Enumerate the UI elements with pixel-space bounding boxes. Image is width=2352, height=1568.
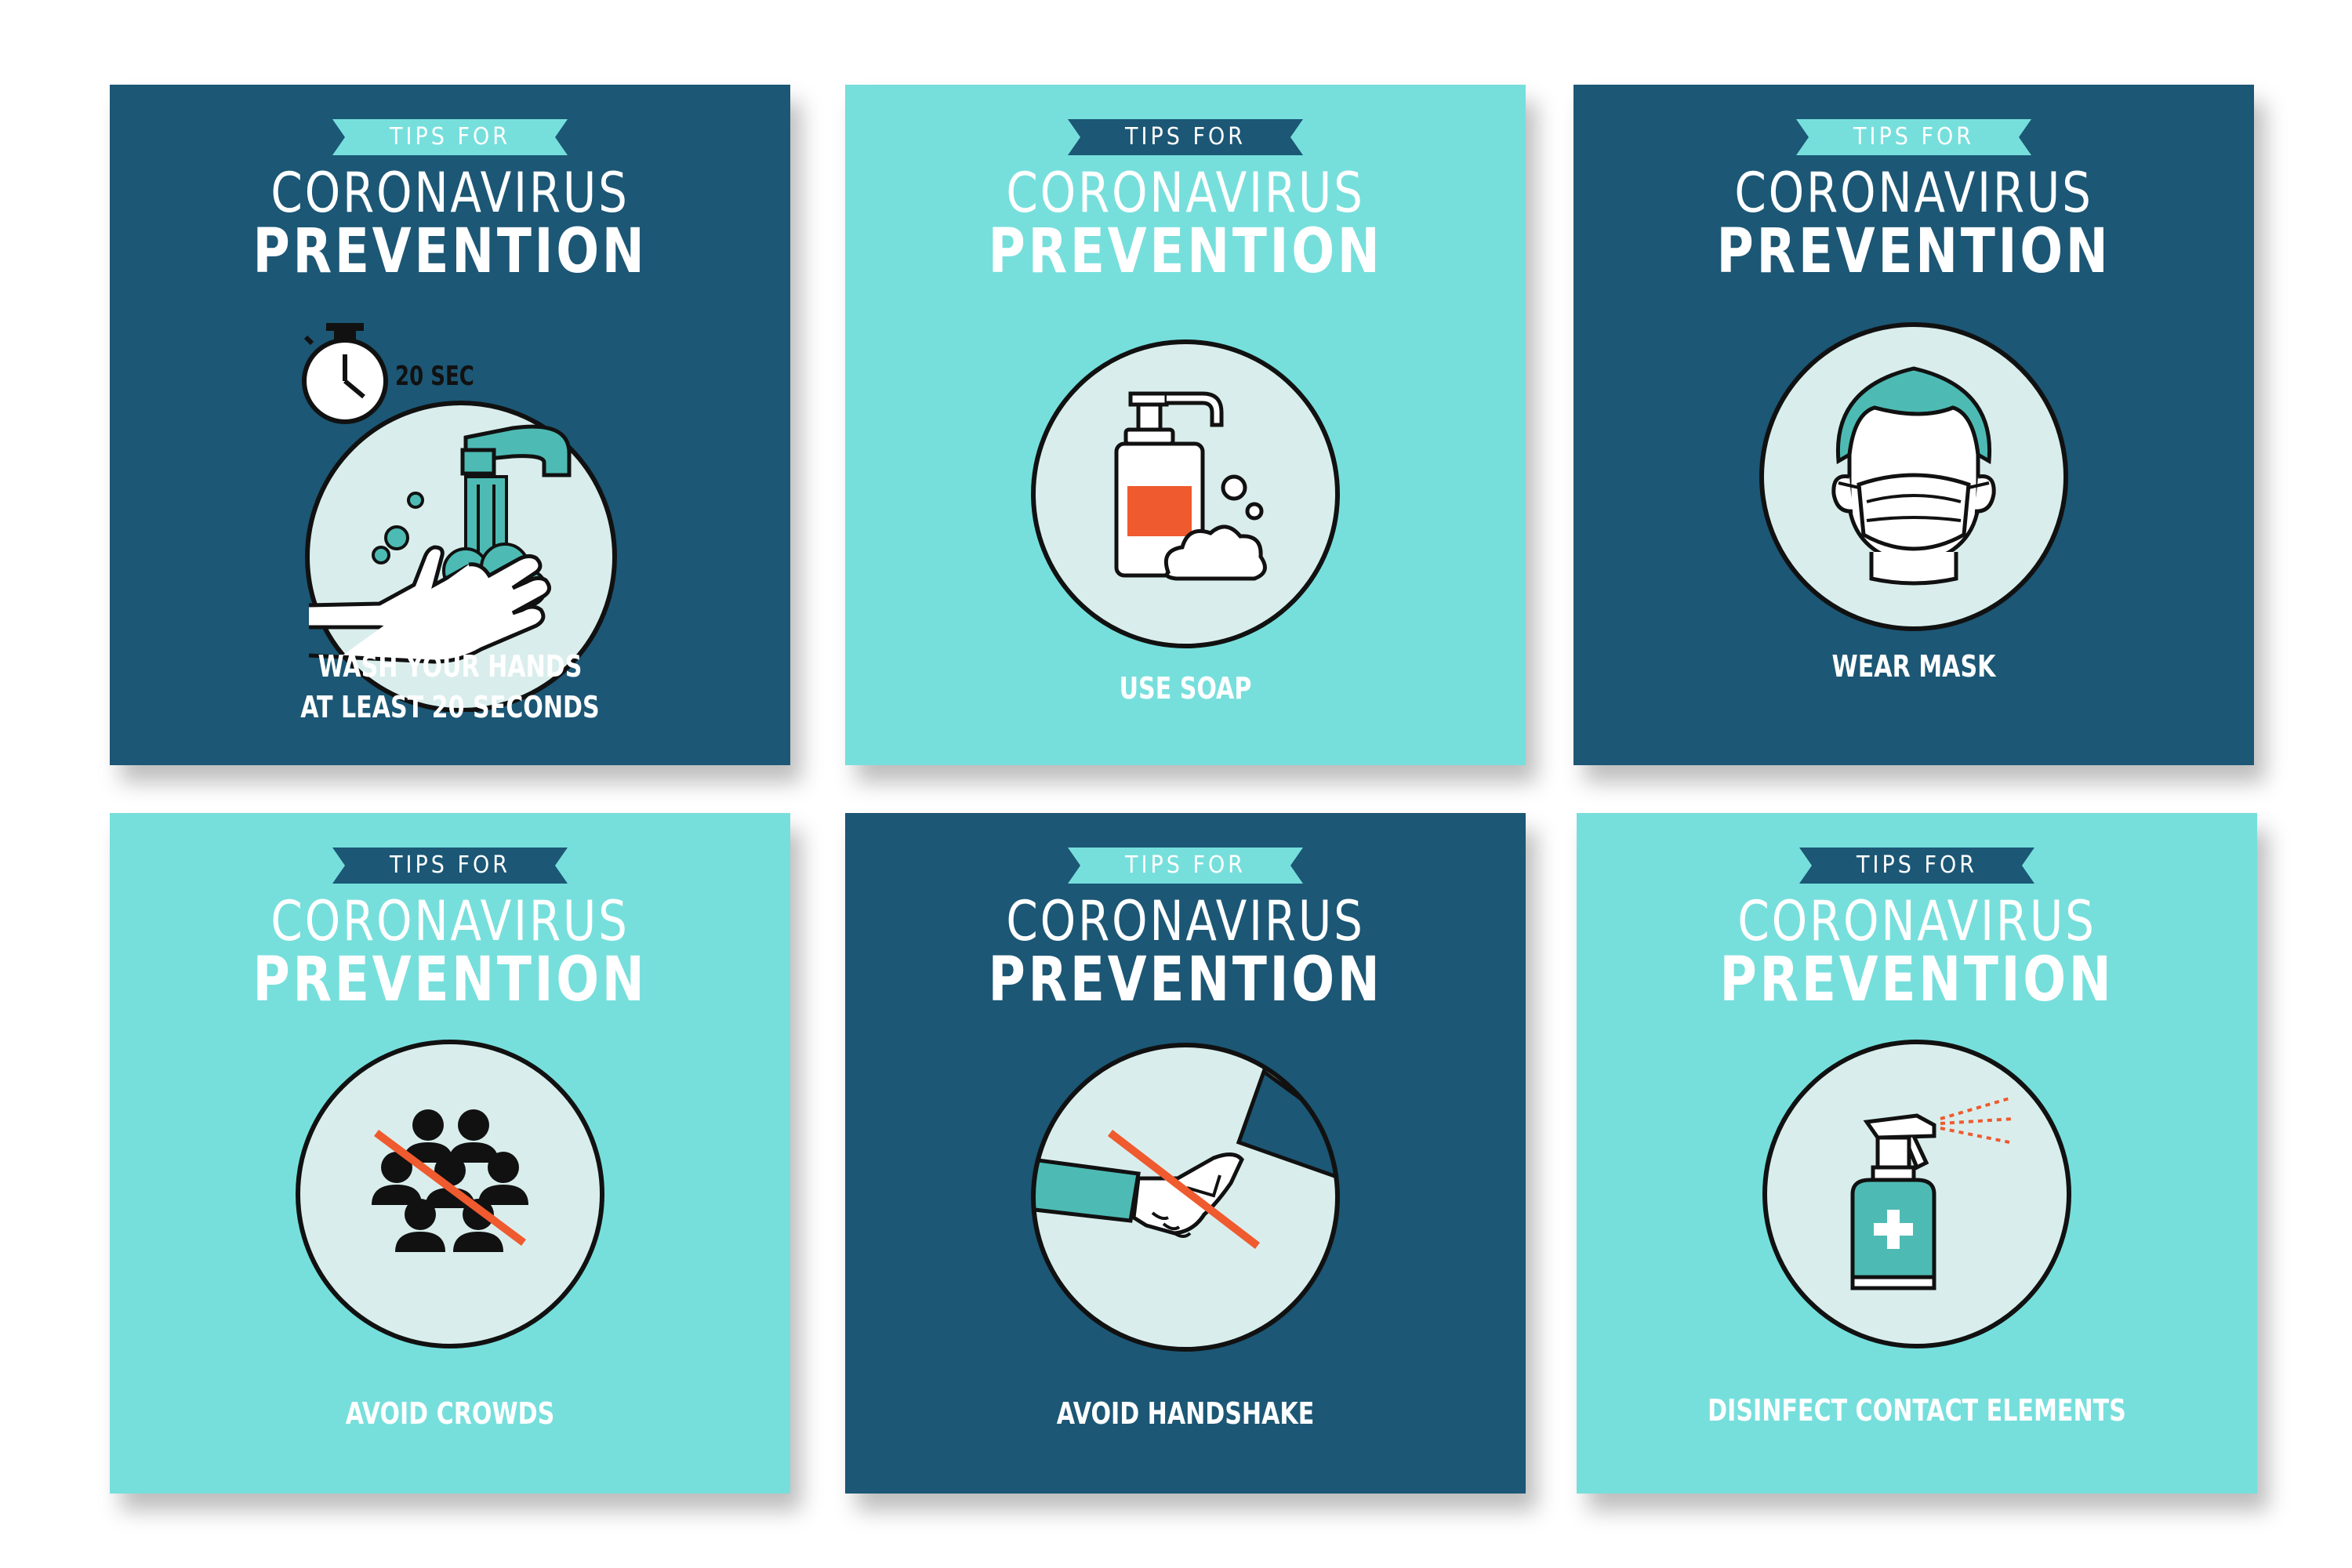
ribbon-tips-for: TIPS FOR [1068, 119, 1303, 155]
caption-line-1: WASH YOUR HANDS [318, 649, 583, 684]
title-prevention: PREVENTION [252, 216, 648, 287]
title-coronavirus: CORONAVIRUS [1006, 889, 1365, 953]
caption-line-1: AVOID HANDSHAKE [1056, 1396, 1315, 1431]
title-prevention: PREVENTION [252, 945, 648, 1015]
title-coronavirus: CORONAVIRUS [1006, 161, 1365, 225]
ribbon-tips-for: TIPS FOR [332, 848, 568, 884]
timer-label: 20 SEC [395, 361, 474, 392]
card-disinfect: TIPS FOR CORONAVIRUS PREVENTION DISINFEC… [1577, 813, 2257, 1494]
title-coronavirus: CORONAVIRUS [1734, 161, 2093, 225]
caption-line-1: WEAR MASK [1831, 649, 1996, 684]
caption-line-1: AVOID CROWDS [345, 1396, 555, 1431]
no-handshake-icon [1029, 1040, 1342, 1354]
ribbon-tips-for: TIPS FOR [1796, 119, 2031, 155]
title-prevention: PREVENTION [1716, 216, 2111, 287]
soap-dispenser-icon [1029, 337, 1342, 651]
card-avoid-crowds: TIPS FOR CORONAVIRUS PREVENTION AVOID CR… [110, 813, 790, 1494]
ribbon-tips-for: TIPS FOR [332, 119, 568, 155]
card-use-soap: TIPS FOR CORONAVIRUS PREVENTION USE SOAP [845, 85, 1526, 765]
title-prevention: PREVENTION [1719, 945, 2114, 1015]
spray-bottle-icon [1760, 1037, 2074, 1351]
title-prevention: PREVENTION [988, 216, 1383, 287]
face-mask-icon [1757, 320, 2071, 633]
card-avoid-handshake: TIPS FOR CORONAVIRUS PREVENTION AVOID HA… [845, 813, 1526, 1494]
no-crowds-icon [293, 1037, 607, 1351]
card-wash-hands: TIPS FOR CORONAVIRUS PREVENTION [110, 85, 790, 765]
card-wear-mask: TIPS FOR CORONAVIRUS PREVENTION WEAR MAS… [1573, 85, 2254, 765]
title-prevention: PREVENTION [988, 945, 1383, 1015]
caption-line-1: USE SOAP [1119, 671, 1252, 706]
caption-line-2: AT LEAST 20 SECONDS [300, 690, 600, 724]
title-coronavirus: CORONAVIRUS [270, 889, 630, 953]
title-coronavirus: CORONAVIRUS [270, 161, 630, 225]
hand-washing-icon: 20 SEC [278, 289, 622, 713]
caption-line-1: DISINFECT CONTACT ELEMENTS [1708, 1393, 2126, 1428]
ribbon-tips-for: TIPS FOR [1799, 848, 2034, 884]
ribbon-tips-for: TIPS FOR [1068, 848, 1303, 884]
title-coronavirus: CORONAVIRUS [1737, 889, 2096, 953]
